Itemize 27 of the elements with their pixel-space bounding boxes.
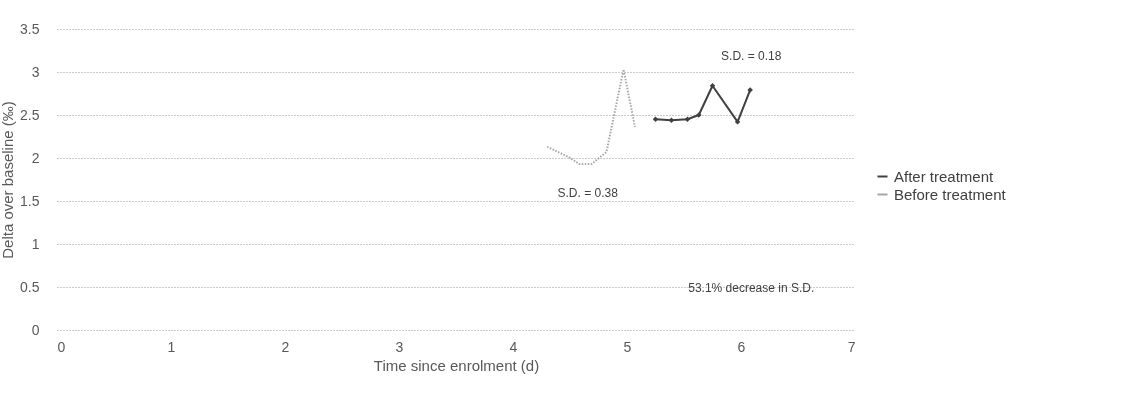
point [734,119,741,125]
line-series [546,68,636,166]
x-tick-label: 3 [395,338,404,355]
y-tick-label: 1 [31,235,40,252]
annotation: S.D. = 0.18 [721,49,782,64]
point [668,117,675,123]
y-tick-label: 2 [31,149,40,166]
y-tick-label: 3.5 [20,20,40,37]
x-axis-title: Time since enrolment (d) [373,356,540,374]
x-tick-label: 1 [167,338,176,355]
y-axis-title: Delta over baseline (‰) [0,101,17,259]
x-tick-label: 7 [847,338,856,355]
y-tick-label: 3 [31,63,40,80]
x-tick-label: 2 [281,338,290,355]
y-tick-label: 0.5 [20,278,40,295]
point [684,116,691,123]
x-tick-label: 5 [623,338,632,355]
x-tick-label: 4 [509,338,518,355]
y-tick-label: 0 [31,321,40,338]
y-tick-label: 1.5 [20,192,40,209]
x-tick-label: 0 [57,338,66,355]
annotation: 53.1% decrease in S.D. [688,280,815,295]
legend-label: Before treatment [894,185,1007,203]
annotation: S.D. = 0.38 [557,186,619,201]
x-tick-label: 6 [737,338,746,355]
y-tick-label: 2.5 [20,106,40,123]
legend-label: After treatment [894,167,995,185]
